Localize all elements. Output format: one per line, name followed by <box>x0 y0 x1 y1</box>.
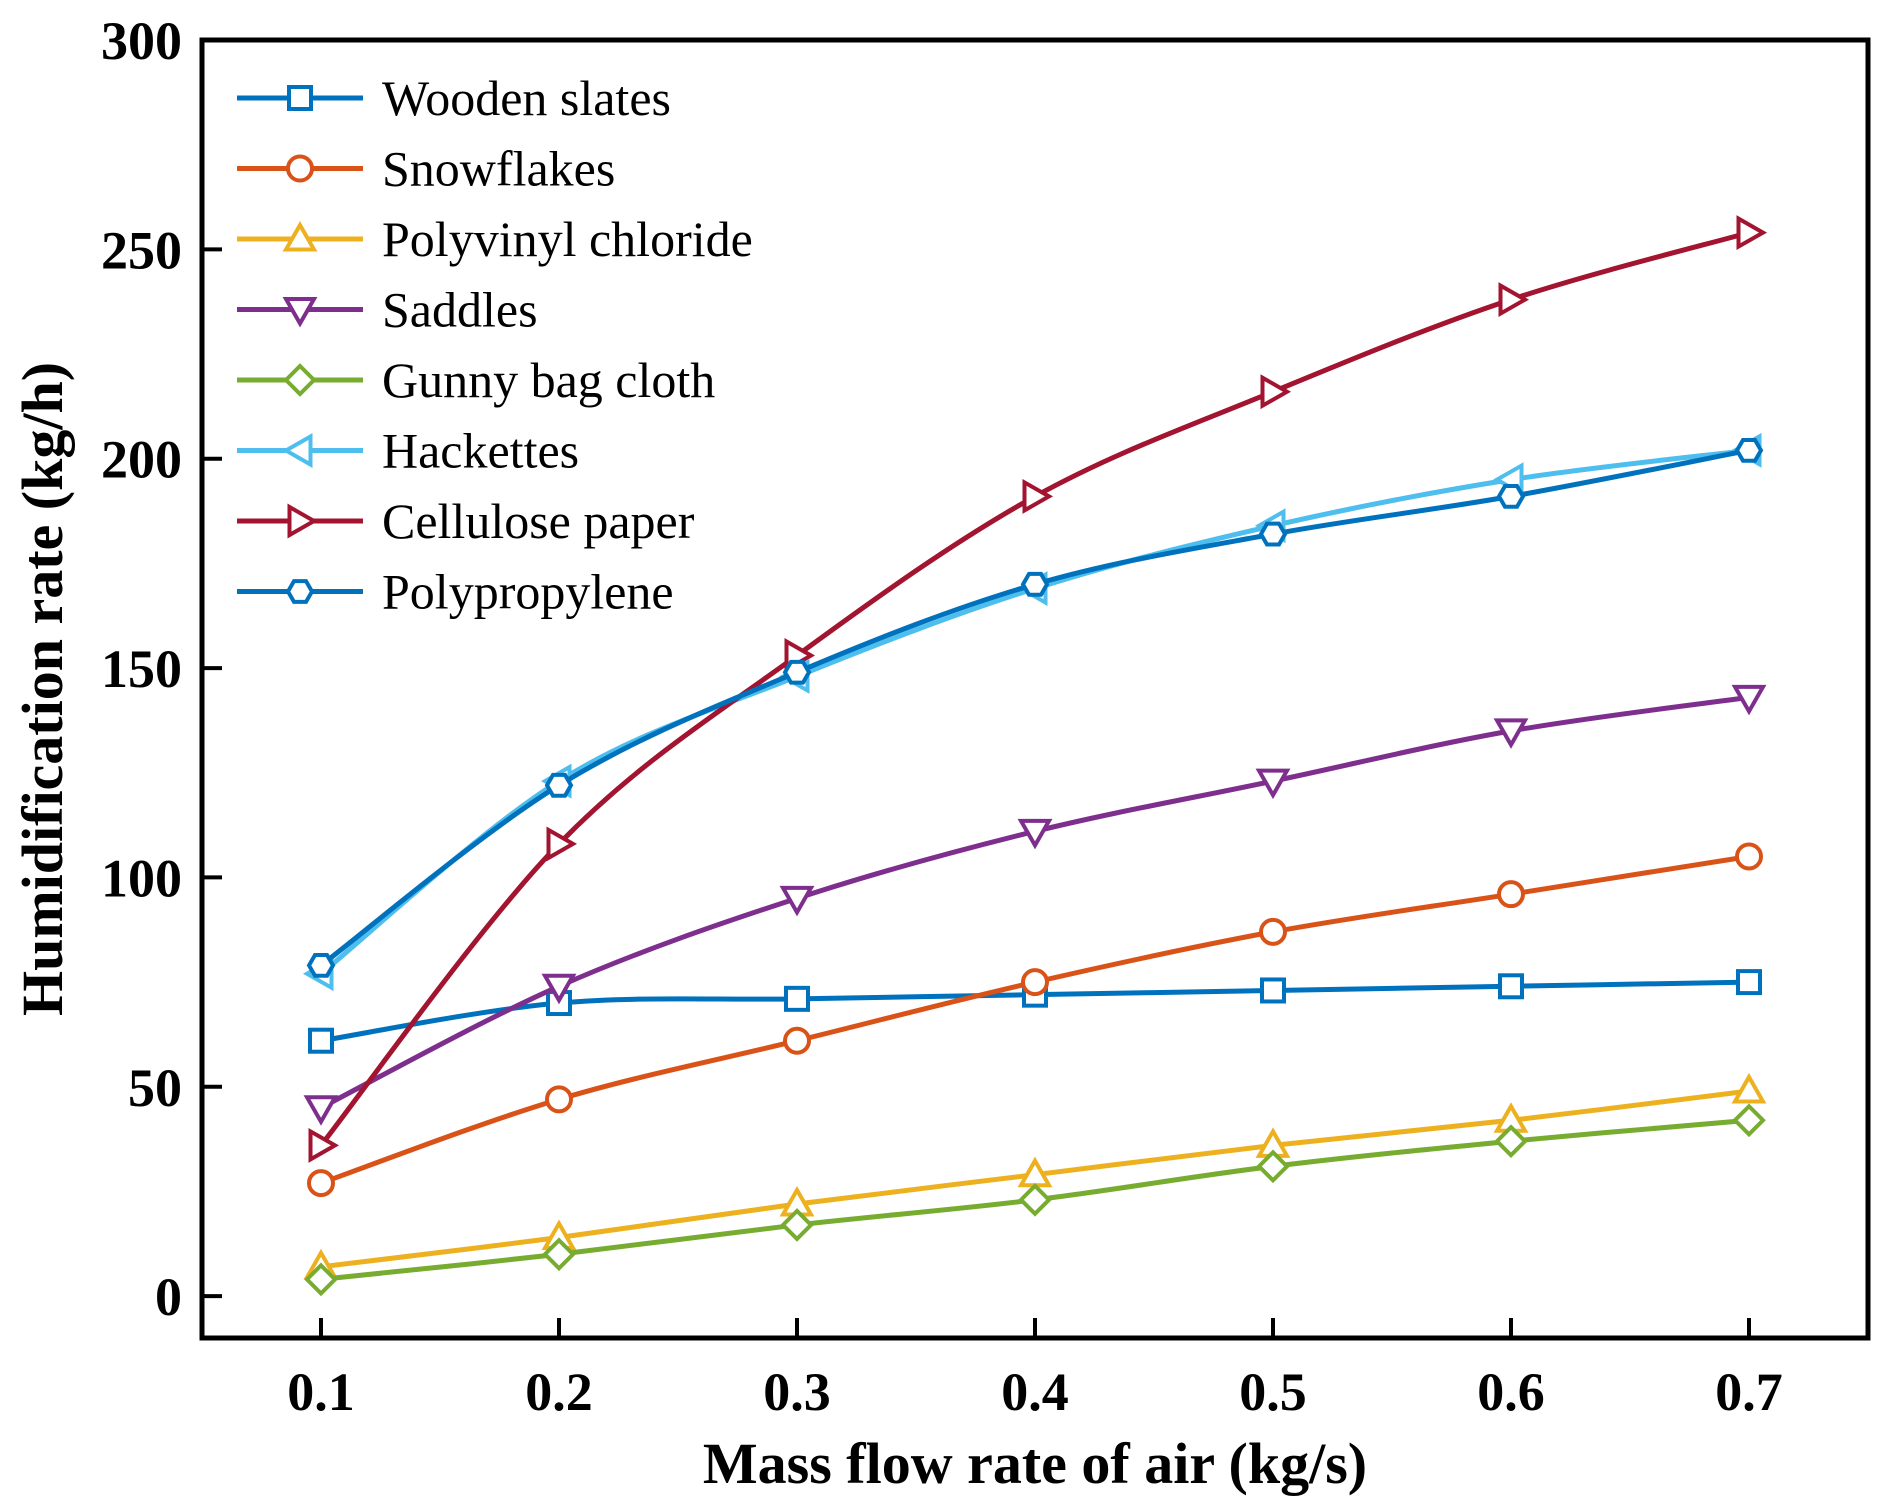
data-point-diamond-marker <box>1018 1182 1052 1217</box>
data-point-triangle-down-marker <box>779 885 815 917</box>
data-point-triangle-right-marker <box>287 503 319 539</box>
x-axis: 0.1 0.2 0.3 0.4 0.5 0.6 0.7 <box>287 1318 1783 1422</box>
data-point-diamond-marker <box>283 363 317 397</box>
data-point-square-marker <box>1736 969 1762 996</box>
data-point-triangle-down-marker <box>282 297 318 328</box>
data-point-square-marker <box>1498 973 1524 1000</box>
y-axis-title: Humidification rate (kg/h) <box>10 362 75 1016</box>
legend-label: Hackettes <box>382 423 579 479</box>
x-tick-label: 0.2 <box>525 1362 593 1422</box>
legend-item: Saddles <box>237 282 538 338</box>
data-point-triangle-left-marker <box>281 433 313 468</box>
legend-label: Saddles <box>382 282 538 338</box>
legend-label: Gunny bag cloth <box>382 352 715 408</box>
legend-label: Snowflakes <box>382 141 615 197</box>
data-point-triangle-down-marker <box>1017 818 1053 850</box>
series-snowflakes <box>307 842 1763 1198</box>
data-point-square-marker <box>308 1027 334 1054</box>
data-point-triangle-down-marker <box>303 1095 339 1126</box>
data-point-circle-marker <box>307 1169 335 1198</box>
x-tick-label: 0.3 <box>763 1362 831 1422</box>
data-point-diamond-marker <box>780 1208 814 1242</box>
data-point-square-marker <box>1260 977 1286 1004</box>
legend-item: Hackettes <box>237 423 579 479</box>
series-gunny-bag-cloth <box>304 1103 1766 1297</box>
legend: Wooden slates Snowflakes Polyvinyl chlorid… <box>237 70 753 620</box>
data-point-hexagon-marker <box>1496 484 1526 509</box>
data-point-hexagon-marker <box>544 772 574 798</box>
legend-label: Wooden slates <box>382 70 671 126</box>
data-point-triangle-right-marker <box>546 826 578 862</box>
legend-item: Polypropylene <box>237 564 674 620</box>
legend-item: Snowflakes <box>237 141 615 197</box>
data-point-hexagon-marker <box>782 659 812 685</box>
series-polyvinyl-chloride <box>303 1072 1767 1280</box>
data-point-square-marker <box>784 985 810 1012</box>
data-point-triangle-up-marker <box>282 220 318 252</box>
x-tick-label: 0.1 <box>287 1362 355 1422</box>
y-tick-label: 300 <box>101 11 182 71</box>
data-point-diamond-marker <box>542 1237 576 1272</box>
data-point-diamond-marker <box>1256 1149 1290 1184</box>
data-point-circle-marker <box>783 1026 811 1055</box>
legend-label: Polypropylene <box>382 564 674 620</box>
data-point-circle-marker <box>1497 880 1525 909</box>
data-point-triangle-right-marker <box>308 1127 340 1163</box>
data-point-circle-marker <box>1735 842 1763 871</box>
y-tick-label: 150 <box>101 639 182 699</box>
data-point-triangle-down-marker <box>1731 684 1767 716</box>
series-cellulose-paper <box>308 215 1768 1163</box>
x-tick-label: 0.7 <box>1715 1362 1783 1422</box>
data-point-circle-marker <box>1259 917 1287 946</box>
y-tick-label: 100 <box>101 848 182 908</box>
data-point-circle-marker <box>545 1085 573 1114</box>
data-point-triangle-right-marker <box>1260 374 1292 410</box>
series-saddles <box>303 684 1767 1126</box>
data-point-triangle-down-marker <box>1255 768 1291 800</box>
legend-item: Cellulose paper <box>237 493 695 549</box>
y-tick-label: 250 <box>101 220 182 280</box>
data-point-hexagon-marker <box>306 952 336 978</box>
data-point-hexagon-marker <box>1020 571 1050 597</box>
series-layer <box>302 215 1768 1297</box>
legend-label: Cellulose paper <box>382 493 695 549</box>
x-tick-label: 0.6 <box>1477 1362 1545 1422</box>
data-point-circle-marker <box>1021 968 1049 997</box>
data-point-circle-marker <box>286 154 314 183</box>
legend-item: Wooden slates <box>237 70 671 126</box>
legend-label: Polyvinyl chloride <box>382 211 753 267</box>
data-point-diamond-marker <box>1494 1124 1528 1159</box>
legend-item: Gunny bag cloth <box>237 352 715 408</box>
data-point-diamond-marker <box>304 1262 338 1297</box>
series-line <box>319 694 1750 1110</box>
data-point-diamond-marker <box>1732 1103 1766 1138</box>
data-point-hexagon-marker <box>1258 521 1288 547</box>
y-tick-label: 0 <box>155 1267 182 1327</box>
x-tick-label: 0.5 <box>1239 1362 1307 1422</box>
series-polypropylene <box>306 437 1764 978</box>
data-point-triangle-down-marker <box>1493 718 1529 749</box>
data-point-triangle-right-marker <box>1736 215 1768 251</box>
y-tick-label: 200 <box>101 430 182 490</box>
x-axis-title: Mass flow rate of air (kg/s) <box>703 1431 1367 1496</box>
y-axis: 0 50 100 150 200 250 300 <box>101 11 222 1327</box>
x-tick-label: 0.4 <box>1001 1362 1069 1422</box>
legend-item: Polyvinyl chloride <box>237 211 753 267</box>
data-point-hexagon-marker <box>1734 437 1764 463</box>
data-point-triangle-down-marker <box>541 973 577 1005</box>
data-point-square-marker <box>287 85 313 111</box>
y-tick-label: 50 <box>128 1058 182 1118</box>
data-point-triangle-up-marker <box>1731 1072 1767 1104</box>
series-line <box>320 854 1750 1186</box>
data-point-hexagon-marker <box>285 579 315 604</box>
data-point-triangle-right-marker <box>1498 282 1530 318</box>
data-point-triangle-right-marker <box>1022 478 1054 514</box>
